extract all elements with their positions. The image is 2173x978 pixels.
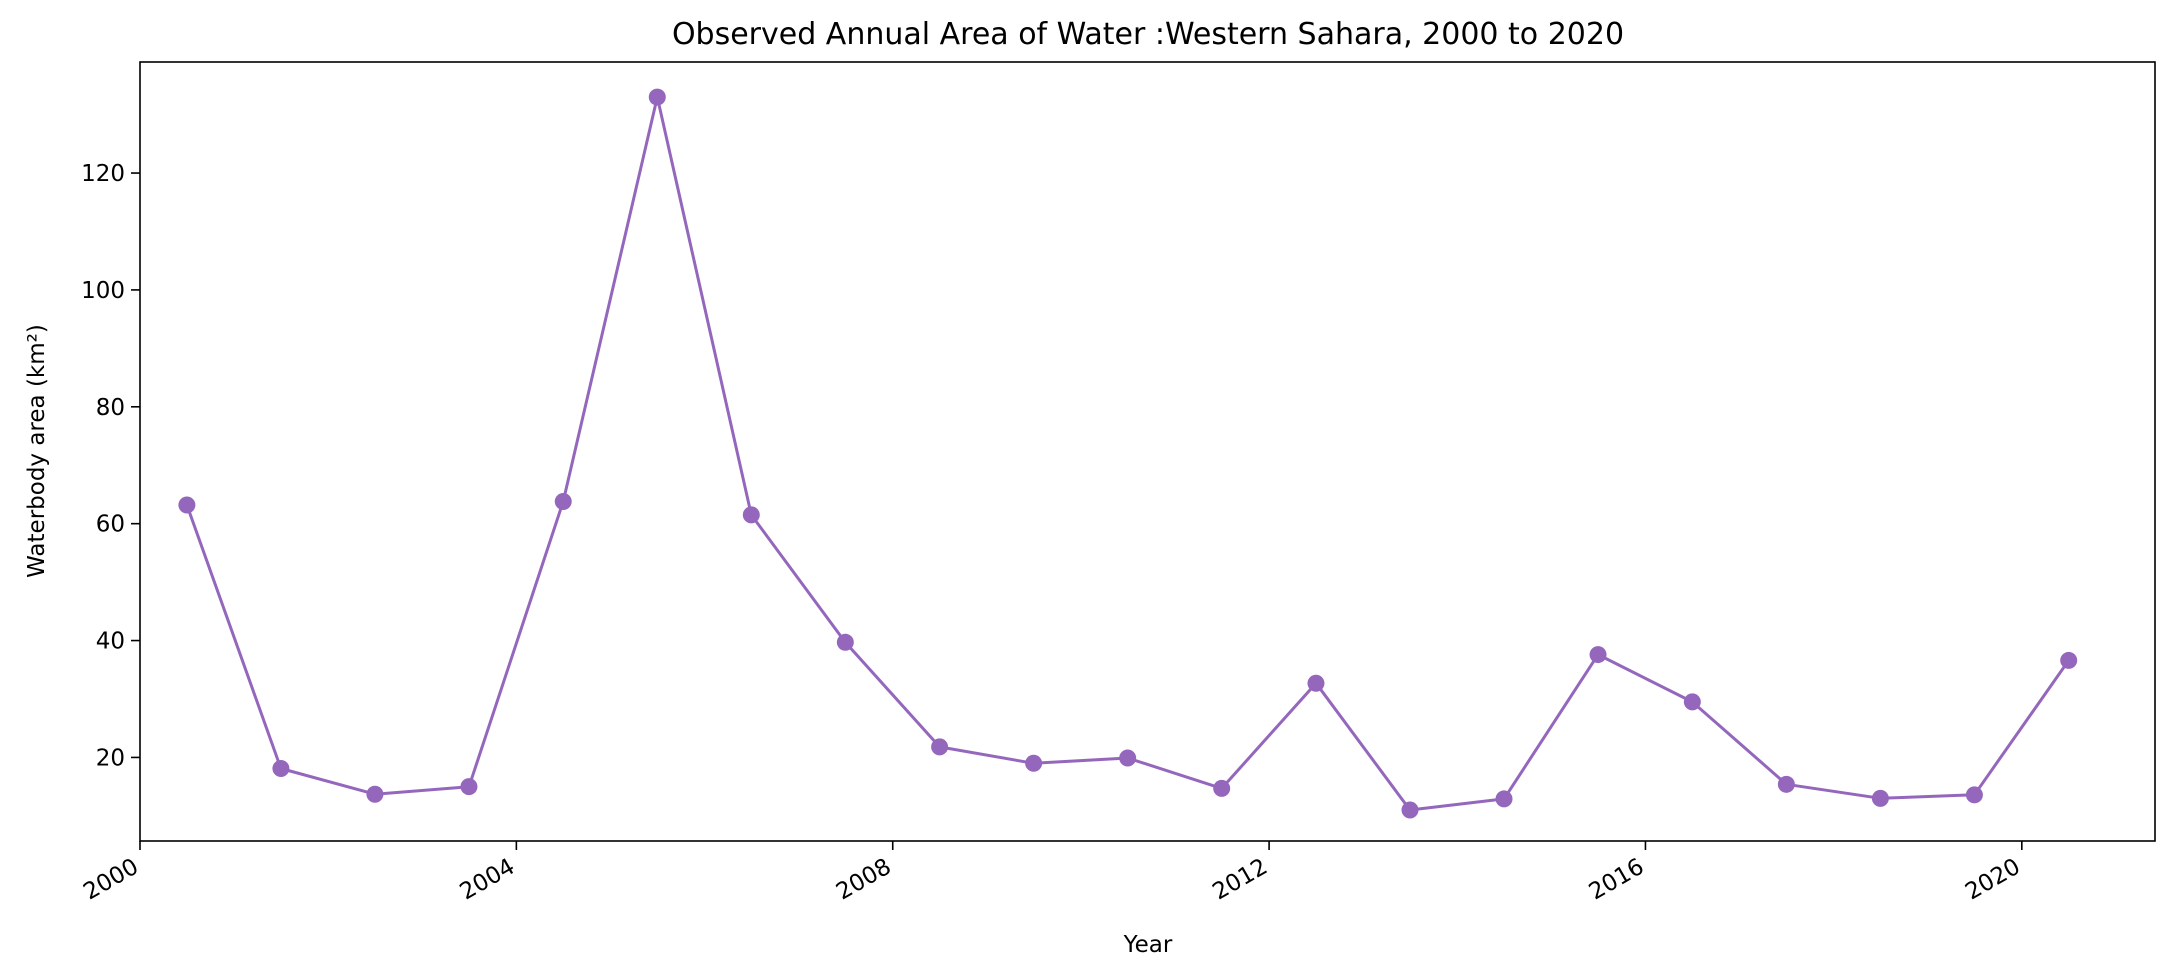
data-point (178, 496, 196, 514)
data-point (648, 88, 666, 106)
data-point (1025, 754, 1043, 772)
y-axis: 20 40 60 80 100 120 (81, 161, 140, 771)
y-axis-label: Waterbody area (km²) (24, 324, 50, 578)
data-point (1213, 779, 1231, 797)
data-point (460, 778, 478, 796)
chart-title: Observed Annual Area of Water :Western S… (672, 17, 1624, 52)
y-tick-label: 40 (96, 629, 125, 655)
y-tick-label: 60 (96, 512, 125, 538)
data-point (1401, 801, 1419, 819)
data-point (2060, 651, 2078, 669)
data-point (1495, 790, 1513, 808)
data-point (742, 506, 760, 524)
y-tick-label: 20 (96, 745, 125, 771)
data-point (1965, 786, 1983, 804)
data-point (554, 492, 572, 510)
y-tick-label: 80 (96, 395, 125, 421)
data-point (1683, 693, 1701, 711)
data-point (1871, 789, 1889, 807)
data-point (931, 738, 949, 756)
data-point (272, 760, 290, 778)
data-point (1589, 646, 1607, 664)
data-point (836, 633, 854, 651)
y-tick-label: 100 (81, 278, 125, 304)
data-point (366, 785, 384, 803)
plot-area (139, 61, 2156, 842)
x-axis-label: Year (1123, 932, 1173, 958)
series-group (178, 88, 2078, 819)
data-point (1307, 674, 1325, 692)
y-tick-label: 120 (81, 161, 125, 187)
data-point (1777, 775, 1795, 793)
data-point (1119, 749, 1137, 767)
